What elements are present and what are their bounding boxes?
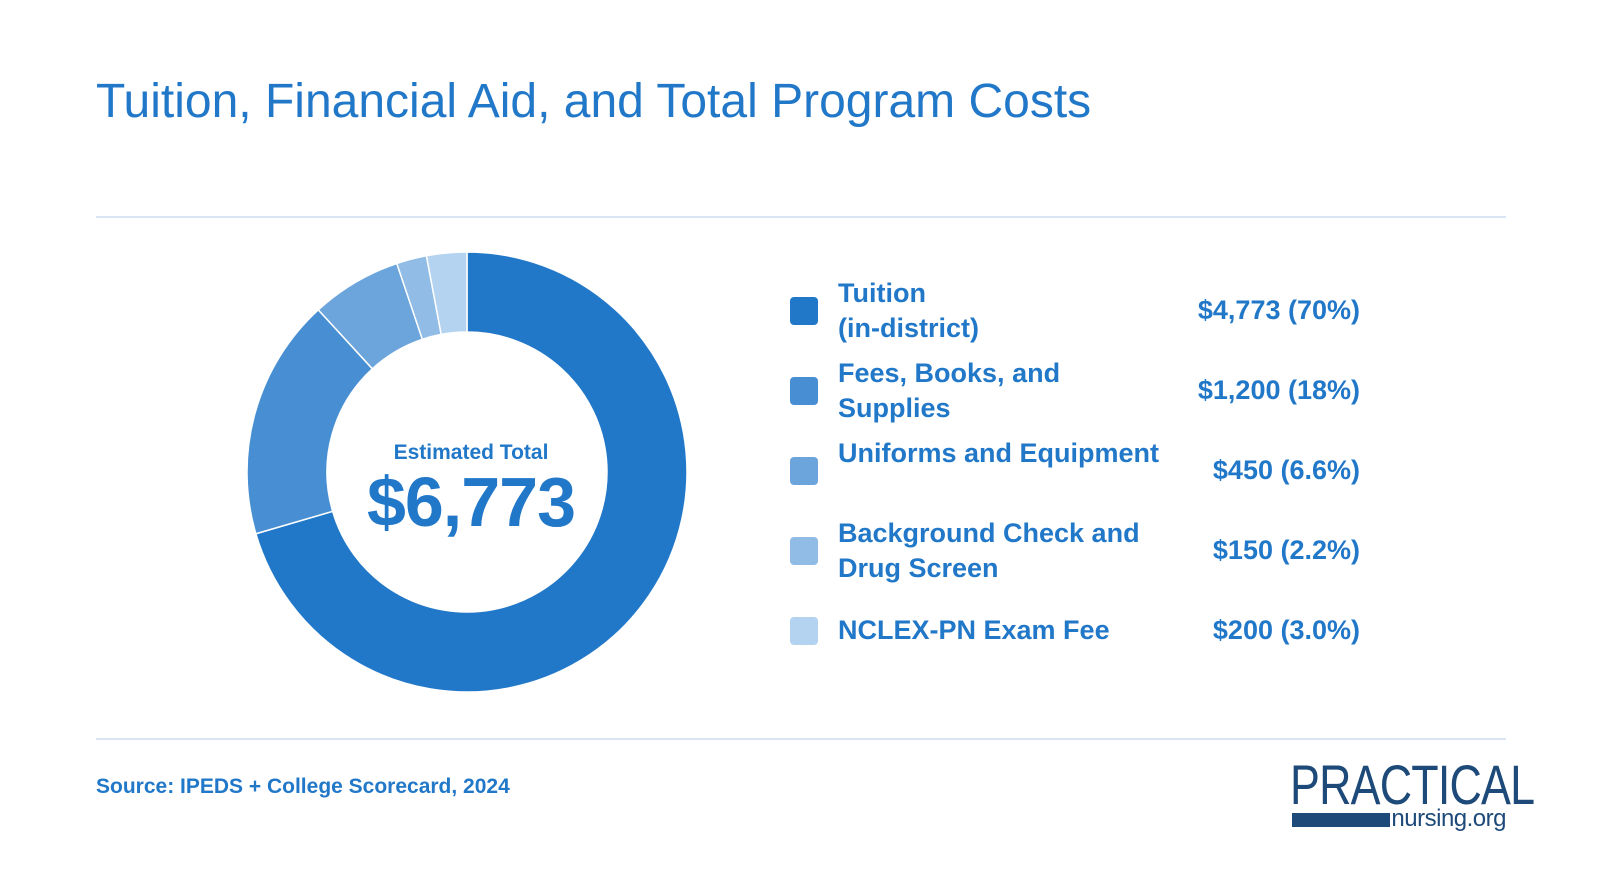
legend-swatch [790, 457, 818, 485]
donut-center: Estimated Total $6,773 [311, 440, 631, 538]
bottom-divider [96, 738, 1506, 740]
center-label: Estimated Total [393, 441, 549, 464]
legend-label: Tuition (in-district) [838, 278, 979, 343]
logo-subtext: nursing.org [1391, 805, 1506, 832]
practical-nursing-logo: PRACTICAL nursing.org [1290, 757, 1535, 837]
top-divider [96, 216, 1506, 218]
legend-value: $450 (6.6%) [1212, 455, 1360, 485]
legend-value: $150 (2.2%) [1212, 535, 1360, 565]
legend-label: Background Check and Drug Screen [838, 518, 1140, 583]
legend-swatch [790, 377, 818, 405]
legend-item-uniforms: Uniforms and Equipment $450 (6.6%) [790, 432, 1360, 512]
legend-value: $4,773 (70%) [1197, 295, 1360, 325]
source-note: Source: IPEDS + College Scorecard, 2024 [96, 775, 510, 798]
legend-value: $1,200 (18%) [1197, 375, 1360, 405]
logo-bar [1292, 813, 1390, 827]
logo-wordmark: PRACTICAL [1290, 753, 1535, 816]
legend-swatch [790, 537, 818, 565]
legend-value: $200 (3.0%) [1212, 615, 1360, 645]
center-total: $6,773 [366, 463, 576, 541]
legend-swatch [790, 617, 818, 645]
donut-slice [425, 251, 468, 336]
legend-label: Fees, Books, and Supplies [838, 358, 1061, 423]
legend-swatch [790, 297, 818, 325]
donut-slice [254, 251, 688, 693]
legend-item-fees: Fees, Books, and Supplies $1,200 (18%) [790, 352, 1360, 432]
legend: Tuition (in-district) $4,773 (70%) Fees, … [790, 272, 1360, 672]
legend-item-nclex: NCLEX-PN Exam Fee $200 (3.0%) [790, 592, 1360, 672]
legend-item-background-check: Background Check and Drug Screen $150 (2… [790, 512, 1360, 592]
legend-label: NCLEX-PN Exam Fee [838, 615, 1110, 645]
legend-item-tuition: Tuition (in-district) $4,773 (70%) [790, 272, 1360, 352]
chart-title: Tuition, Financial Aid, and Total Progra… [96, 75, 1092, 128]
legend-label: Uniforms and Equipment [838, 438, 1160, 468]
